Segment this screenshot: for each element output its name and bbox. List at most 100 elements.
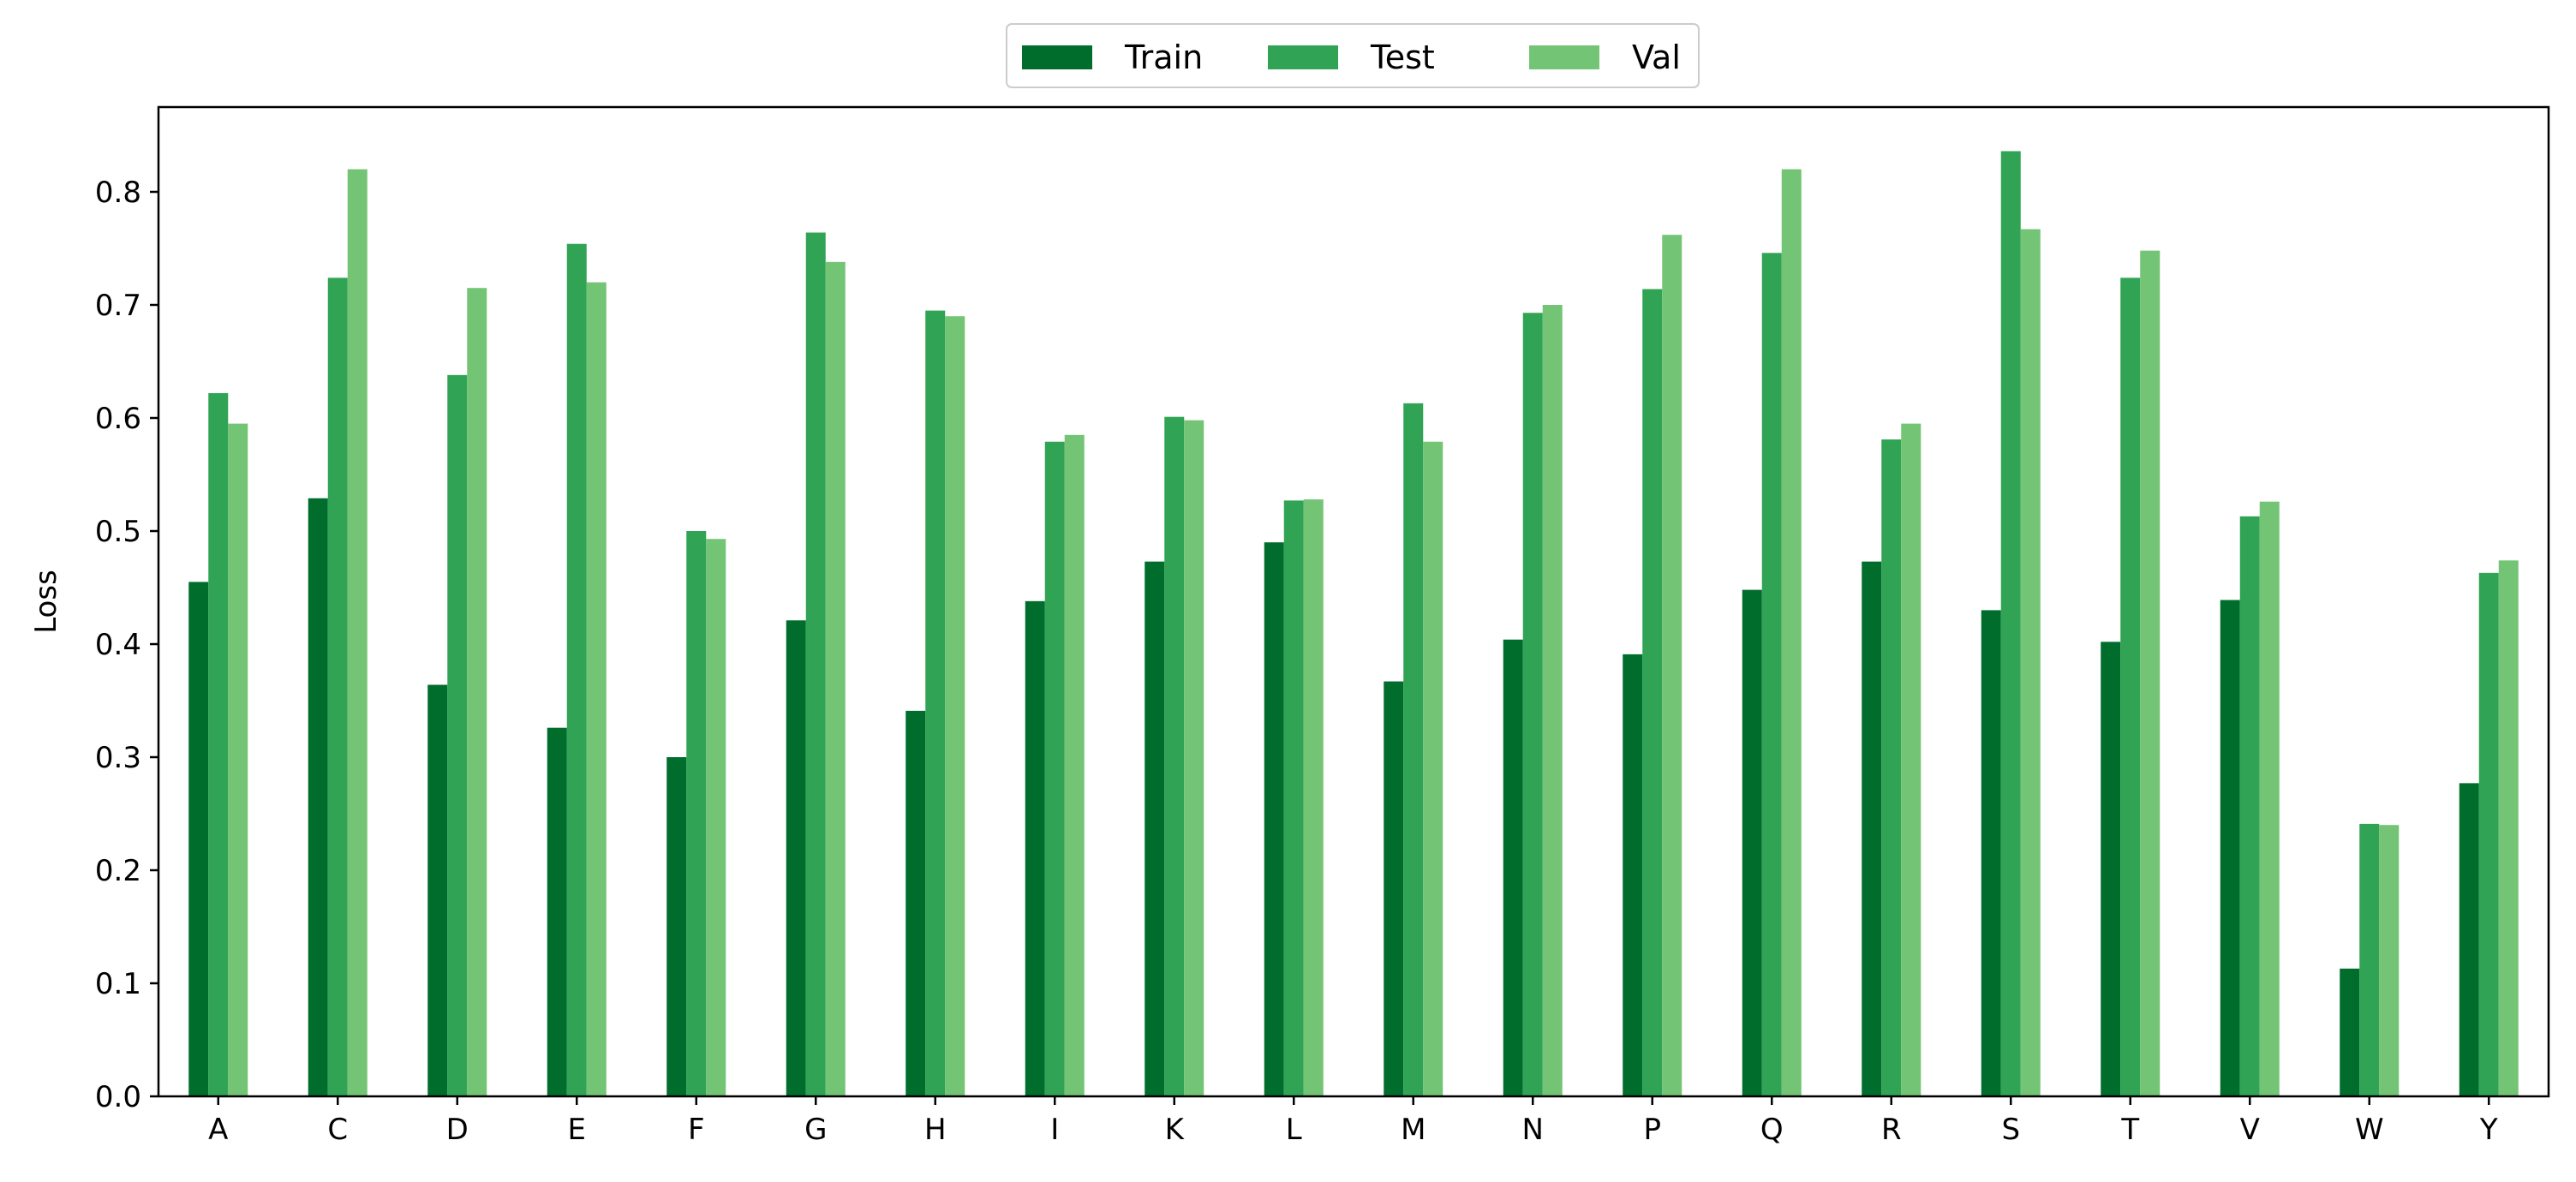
y-tick-label: 0.2 [95, 854, 141, 888]
legend: Train Test Val [1006, 23, 1700, 88]
legend-label-val: Val [1632, 39, 1681, 76]
bar-test-K [1164, 416, 1185, 1096]
bar-val-D [467, 288, 487, 1096]
bar-test-A [208, 392, 229, 1097]
bar-test-Y [2478, 572, 2499, 1096]
legend-swatch-train [1022, 45, 1092, 69]
legend-label-test: Test [1370, 39, 1435, 76]
bar-train-E [547, 727, 567, 1096]
x-tick-label: P [1643, 1113, 1661, 1147]
bar-train-C [308, 498, 328, 1096]
bar-val-I [1064, 434, 1085, 1096]
y-tick-label: 0.4 [95, 628, 141, 662]
plot-frame [157, 105, 2550, 1098]
y-tick-label: 0.7 [95, 289, 141, 323]
bar-test-R [1881, 439, 1902, 1096]
x-tick-label: C [327, 1113, 348, 1147]
bar-train-G [786, 620, 806, 1096]
x-tick-label: D [446, 1113, 469, 1147]
x-tick-label: H [924, 1113, 947, 1147]
bar-test-N [1522, 313, 1543, 1096]
bar-test-S [2000, 151, 2021, 1097]
bar-train-W [2340, 968, 2360, 1096]
bar-test-D [447, 374, 468, 1097]
x-tick-label: V [2240, 1113, 2260, 1147]
bar-test-Q [1761, 253, 1782, 1096]
legend-swatch-val [1529, 45, 1599, 69]
bar-train-M [1384, 681, 1404, 1096]
bar-val-Y [2498, 560, 2519, 1096]
bar-val-N [1542, 305, 1563, 1096]
bar-test-W [2359, 823, 2380, 1096]
x-tick-label: K [1165, 1113, 1186, 1147]
bar-test-E [566, 243, 587, 1097]
bar-val-T [2140, 250, 2161, 1096]
bar-test-T [2120, 278, 2141, 1096]
x-tick-label: Y [2479, 1113, 2498, 1147]
y-tick-label: 0.0 [95, 1080, 141, 1114]
bar-train-H [905, 710, 926, 1096]
bar-train-L [1264, 542, 1284, 1096]
x-tick-label: L [1286, 1113, 1302, 1147]
bar-train-R [1862, 561, 1882, 1096]
legend-swatch-test [1268, 45, 1338, 69]
bar-train-P [1623, 654, 1643, 1096]
bar-test-F [686, 531, 707, 1096]
bar-val-P [1662, 235, 1682, 1096]
bar-train-I [1025, 600, 1045, 1096]
bars-group [188, 151, 2519, 1097]
bar-val-W [2379, 825, 2400, 1096]
bar-train-T [2101, 642, 2121, 1096]
bar-train-A [188, 582, 209, 1096]
bar-val-F [706, 539, 726, 1096]
bar-test-V [2239, 516, 2260, 1096]
x-tick-label: G [804, 1113, 827, 1147]
bar-test-L [1283, 500, 1304, 1096]
bar-test-G [805, 232, 826, 1096]
x-tick-label: F [688, 1113, 705, 1147]
legend-label-train: Train [1124, 39, 1203, 76]
y-axis-label: Loss [29, 570, 63, 634]
bar-train-Q [1742, 589, 1762, 1096]
x-tick-label: W [2355, 1113, 2384, 1147]
bar-val-H [945, 316, 965, 1096]
y-tick-label: 0.1 [95, 967, 141, 1001]
bar-test-P [1642, 289, 1663, 1096]
bar-val-R [1901, 423, 1922, 1097]
y-tick-label: 0.8 [95, 176, 141, 210]
x-tick-label: N [1522, 1113, 1544, 1147]
bar-train-V [2220, 600, 2240, 1096]
bar-val-K [1184, 420, 1204, 1096]
y-axis: 0.0 0.1 0.2 0.3 0.4 0.5 0.6 0.7 0.8 [95, 176, 158, 1114]
bar-test-I [1044, 441, 1065, 1096]
bar-val-E [586, 282, 607, 1097]
bar-train-S [1981, 610, 2001, 1096]
x-tick-label: A [208, 1113, 228, 1147]
bar-test-H [925, 310, 946, 1097]
bar-val-A [228, 423, 248, 1097]
x-tick-label: T [2120, 1113, 2139, 1147]
bar-train-N [1503, 639, 1523, 1096]
bar-val-C [347, 169, 368, 1097]
bar-val-G [825, 261, 846, 1097]
bar-val-Q [1781, 169, 1802, 1097]
bar-train-F [666, 757, 687, 1096]
x-tick-label: S [2001, 1113, 2020, 1147]
bar-test-C [327, 278, 348, 1096]
bar-val-V [2259, 501, 2280, 1096]
bar-val-S [2020, 229, 2041, 1096]
x-tick-label: I [1050, 1113, 1059, 1147]
bar-val-M [1423, 441, 1443, 1096]
bar-train-K [1145, 561, 1165, 1096]
x-tick-label: Q [1760, 1113, 1784, 1147]
y-tick-label: 0.5 [95, 515, 141, 549]
bar-train-D [427, 684, 448, 1096]
y-tick-label: 0.3 [95, 741, 141, 775]
legend-box [1006, 23, 1700, 88]
x-tick-label: M [1401, 1113, 1425, 1147]
bar-train-Y [2459, 783, 2479, 1096]
bar-test-M [1403, 403, 1424, 1097]
y-tick-label: 0.6 [95, 402, 141, 436]
